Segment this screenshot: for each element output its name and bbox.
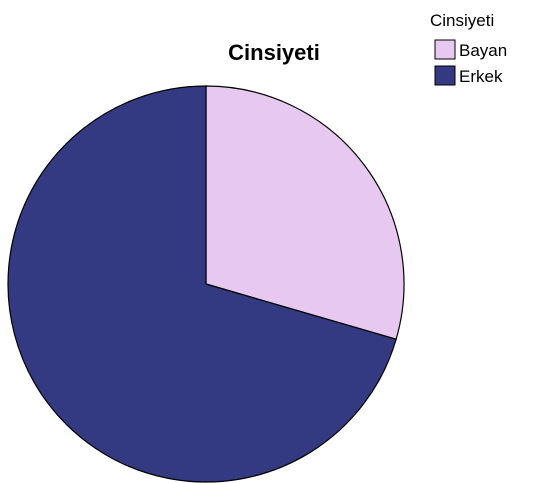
chart-title: Cinsiyeti: [228, 40, 320, 65]
legend: Cinsiyeti Bayan Erkek: [430, 11, 507, 86]
legend-label-erkek: Erkek: [459, 67, 503, 86]
legend-label-bayan: Bayan: [459, 41, 507, 60]
pie-slice-erkek: [7, 85, 397, 483]
pie-slice-bayan: [205, 85, 405, 340]
legend-title: Cinsiyeti: [430, 11, 494, 30]
legend-items: Bayan Erkek: [434, 39, 507, 86]
pie-slices: [7, 85, 405, 483]
legend-swatch-erkek: [434, 65, 456, 86]
legend-swatch-bayan: [434, 39, 456, 60]
